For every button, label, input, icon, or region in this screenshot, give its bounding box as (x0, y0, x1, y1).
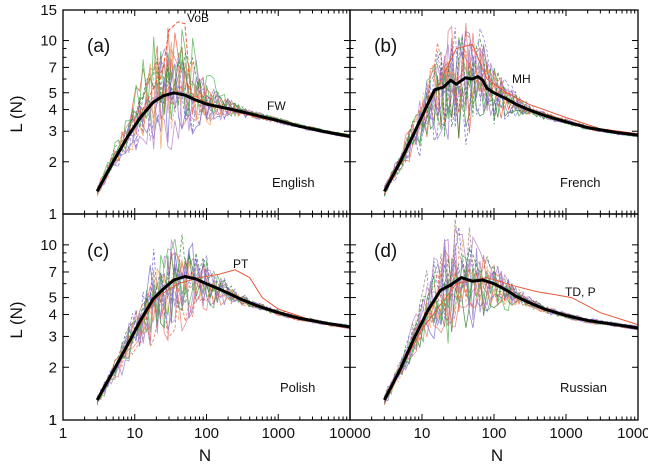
panel-d-text-curve-13 (384, 256, 639, 404)
panel-c-text-curve-16 (96, 234, 351, 402)
panel-c-language: Polish (280, 380, 315, 395)
x-tick-label: 10000 (329, 425, 371, 442)
x-tick-label: 100 (481, 425, 506, 442)
panel-d-language: Russian (560, 380, 607, 395)
y-tick-label: 3 (49, 123, 57, 140)
x-tick-label: 10000 (617, 425, 648, 442)
panel-c-series (95, 234, 351, 406)
x-axis-title-right: N (491, 446, 503, 464)
y-tick-label: 7 (49, 59, 57, 76)
panel-c-text-curve-6 (97, 254, 351, 399)
y-axis-title-top: L (N) (7, 95, 26, 132)
y-tick-label: 10 (40, 237, 57, 254)
panel-c-text-curve-3 (96, 252, 351, 401)
panel-c-ticks (62, 213, 350, 421)
y-tick-label: 7 (49, 264, 57, 281)
text-layer: L (N) L (N) N N (a) (b) (c) (d) English … (7, 2, 648, 464)
panel-c-letter: (c) (87, 241, 109, 262)
x-axis-title-left: N (199, 446, 211, 464)
y-tick-label: 2 (49, 154, 57, 171)
line-layer (95, 21, 639, 406)
panel-a-text-curve-14 (96, 41, 351, 197)
panel-d-annotation-tdp: TD, P (565, 285, 596, 299)
panel-d-text-curve-7 (384, 219, 639, 398)
y-tick-label: 3 (49, 328, 57, 345)
panel-d-ticks (349, 213, 638, 421)
y-tick-label: 4 (49, 102, 57, 119)
y-axis-title-bottom: L (N) (7, 301, 26, 338)
panel-b-ticks (349, 9, 638, 215)
panel-a-letter: (a) (87, 36, 110, 57)
panel-b-language: French (560, 175, 600, 190)
y-tick-label: 1 (49, 206, 57, 223)
panel-b-letter: (b) (374, 36, 397, 57)
panel-a-highlight-curve (96, 21, 351, 189)
panel-d-mean-curve (383, 276, 639, 401)
panel-a-series (95, 21, 351, 197)
x-tick-label: 1000 (262, 425, 295, 442)
panel-c-mean-curve (95, 275, 351, 401)
panel-a-mean-curve (95, 91, 351, 193)
panel-d-letter: (d) (374, 241, 397, 262)
x-tick-label: 1 (59, 425, 67, 442)
panel-c-text-curve-9 (96, 278, 351, 403)
x-tick-label: 10 (414, 425, 431, 442)
y-tick-label: 1 (49, 412, 57, 429)
panel-c-annotation-pt: PT (233, 257, 249, 271)
panel-d-series (383, 219, 639, 405)
y-tick-label: 5 (49, 85, 57, 102)
panel-a-annotation-fw: FW (267, 99, 286, 113)
panel-b-text-curve-8 (384, 51, 639, 188)
panel-a-text-curve-10 (96, 84, 351, 195)
panel-b-series (383, 22, 639, 197)
y-tick-label: 10 (40, 33, 57, 50)
tick-layer (62, 9, 638, 421)
panel-a-language: English (272, 175, 315, 190)
panel-c-text-curve-10 (96, 248, 351, 406)
panel-b-mean-curve (383, 75, 639, 193)
x-tick-label: 10 (126, 425, 143, 442)
y-tick-label: 4 (49, 307, 57, 324)
y-tick-label: 1 (49, 412, 57, 429)
panel-b-annotation-mh: MH (512, 72, 531, 86)
y-tick-label: 15 (40, 2, 57, 19)
panel-a-annotation-vob: VoB (187, 11, 209, 25)
panel-c-highlight-curve (96, 269, 351, 401)
y-tick-label: 2 (49, 359, 57, 376)
x-tick-label: 1000 (549, 425, 582, 442)
x-tick-label: 100 (194, 425, 219, 442)
panel-a-ticks (62, 9, 350, 215)
panel-d-highlight-curve (383, 277, 639, 401)
y-tick-label: 5 (49, 290, 57, 307)
